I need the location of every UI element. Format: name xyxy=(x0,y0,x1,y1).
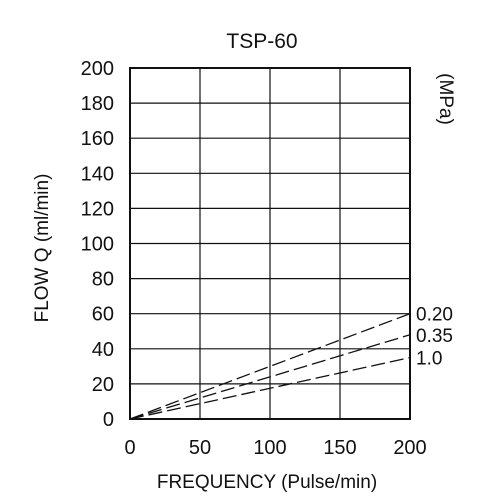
y-tick-label: 120 xyxy=(81,198,114,220)
x-axis-title: FREQUENCY (Pulse/min) xyxy=(157,472,377,493)
x-tick-label: 200 xyxy=(393,437,426,459)
y-tick-label: 200 xyxy=(81,58,114,80)
y-tick-label: 100 xyxy=(81,234,114,256)
series-lines xyxy=(129,313,411,420)
plot-frame xyxy=(129,67,411,420)
series-line-1-0 xyxy=(129,356,411,420)
pressure-unit-label: (MPa) xyxy=(435,73,456,125)
series-labels: 0.200.351.0 xyxy=(416,305,453,370)
series-label-0-35: 0.35 xyxy=(416,326,453,347)
y-axis-title: FLOW Q (ml/min) xyxy=(32,174,53,323)
x-tick-label: 0 xyxy=(124,437,135,459)
y-tick-label: 80 xyxy=(92,269,114,291)
x-tick-label: 50 xyxy=(189,437,211,459)
series-label-0-20: 0.20 xyxy=(416,305,453,326)
y-tick-label: 20 xyxy=(92,374,114,396)
grid xyxy=(130,68,410,419)
chart-title: TSP-60 xyxy=(226,30,297,53)
y-tick-label: 140 xyxy=(81,163,114,185)
y-tick-label: 180 xyxy=(81,93,114,115)
x-tick-label: 100 xyxy=(253,437,286,459)
y-tick-label: 160 xyxy=(81,128,114,150)
y-tick-label: 0 xyxy=(103,409,114,431)
series-line-0-20 xyxy=(129,313,411,420)
x-tick-label: 150 xyxy=(323,437,356,459)
series-label-1-0: 1.0 xyxy=(416,349,442,370)
series-line-0-35 xyxy=(129,334,411,420)
x-tick-labels: 0 50 100 150 200 xyxy=(124,437,426,459)
y-tick-label: 60 xyxy=(92,304,114,326)
y-tick-label: 40 xyxy=(92,339,114,361)
y-tick-labels: 0 20 40 60 80 100 120 140 160 180 200 xyxy=(81,58,114,431)
